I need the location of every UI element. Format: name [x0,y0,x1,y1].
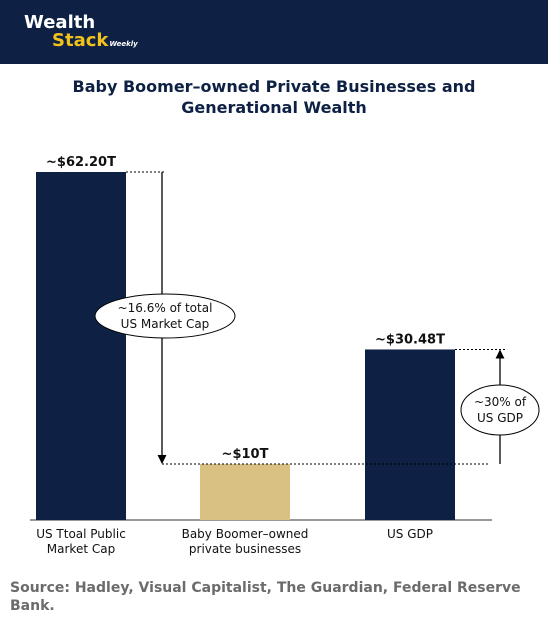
bar-1 [200,464,290,520]
chart-title: Baby Boomer–owned Private Businesses and… [0,76,548,118]
callout-text-gdp-1: US GDP [477,411,523,425]
brand-word-weekly: Weekly [109,40,138,48]
category-label-0-1: Market Cap [47,542,115,556]
category-label-2-0: US GDP [387,527,433,541]
bar-0 [36,172,126,520]
data-label-0: ~$62.20T [46,155,116,170]
data-label-2: ~$30.48T [375,332,445,347]
callout-text-market-cap-0: ~16.6% of total [118,301,213,315]
callout-bubble-market-cap [94,293,236,339]
data-label-1: ~$10T [222,447,269,462]
header-bar: Wealth StackWeekly [0,0,548,64]
brand-word-stack: StackWeekly [52,32,138,50]
brand-word-stack-text: Stack [52,30,109,51]
source-note: Source: Hadley, Visual Capitalist, The G… [10,580,521,614]
bar-2 [365,349,455,520]
callout-text-market-cap-1: US Market Cap [121,317,210,331]
brand-word-wealth: Wealth [24,12,96,33]
brand-logo[interactable]: Wealth StackWeekly [24,14,138,50]
chart-title-line1: Baby Boomer–owned Private Businesses and [72,77,476,96]
category-label-1-1: private businesses [189,542,301,556]
callout-text-gdp-0: ~30% of [474,395,527,409]
callout-bubble-gdp [460,384,540,436]
category-label-0-0: US Ttoal Public [36,527,126,541]
chart-title-line2: Generational Wealth [181,98,367,117]
category-label-1-0: Baby Boomer–owned [182,527,309,541]
